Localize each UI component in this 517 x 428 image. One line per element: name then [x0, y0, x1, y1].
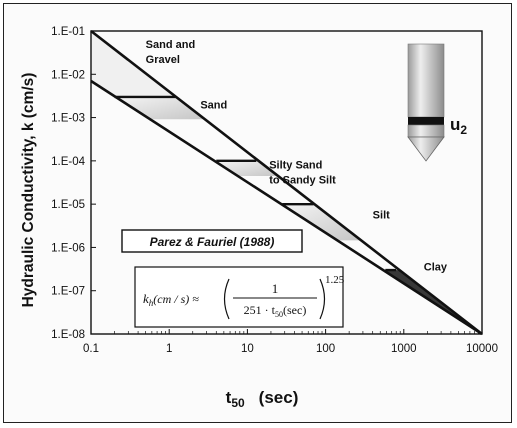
y-tick-labels: 1.E-01 1.E-02 1.E-03 1.E-04 1.E-05 1.E-06 1.E-…	[51, 26, 85, 341]
source-label: Parez & Fauriel (1988)	[150, 235, 275, 249]
y-tick-label-0: 1.E-01	[51, 26, 85, 38]
x-axis-title-unit: (sec)	[259, 388, 299, 407]
equation-exponent: 1.25	[325, 274, 345, 286]
equation-box: kh(cm / s) ≈ 1 251 · t50(sec) 1.25	[134, 266, 345, 328]
zone-label-0: Sand and	[146, 39, 196, 51]
axis-ticks	[90, 30, 483, 335]
chart-frame: 0.1 1 10 100 1000 10000 1.E-01 1.E-02 1.E-03 1.E…	[3, 3, 512, 423]
y-tick-label-1: 1.E-02	[51, 69, 85, 81]
zone-annotations: Sand and Gravel Sand Silty Sand to Sandy Sil…	[146, 39, 448, 273]
x-tick-label-2: 10	[241, 343, 254, 355]
x-tick-label-3: 100	[316, 343, 335, 355]
x-tick-label-5: 10000	[466, 343, 498, 355]
x-tick-labels: 0.1 1 10 100 1000 10000	[83, 343, 498, 355]
probe-label: u2	[450, 115, 467, 137]
chart-svg: 0.1 1 10 100 1000 10000 1.E-011.E-021.E-031.E…	[20, 26, 498, 410]
x-axis-title: t50 (sec)	[226, 388, 299, 410]
piezocone-probe-icon: u2	[407, 43, 467, 162]
y-tick-label-2: 1.E-03	[51, 113, 85, 125]
x-tick-label-1: 1	[166, 343, 172, 355]
equation-lhs: kh(cm / s) ≈	[143, 291, 199, 308]
y-axis-title: Hydraulic Conductivity, k (cm/s)	[20, 73, 37, 308]
y-tick-label-7: 1.E-08	[51, 329, 85, 341]
plot-area	[90, 30, 483, 335]
y-tick-label-6: 1.E-07	[51, 286, 85, 298]
x-axis-title-sub: 50	[231, 396, 245, 410]
x-tick-label-0: 0.1	[83, 343, 99, 355]
equation-numerator: 1	[272, 281, 279, 296]
x-axis-title-main: t	[226, 388, 232, 407]
zone-label-5: Silt	[373, 209, 390, 221]
source-label-box: Parez & Fauriel (1988)	[121, 229, 303, 253]
zone-fill-3	[281, 204, 362, 241]
x-tick-label-4: 1000	[391, 343, 417, 355]
zone-separators	[114, 95, 397, 272]
zone-label-1: Gravel	[146, 54, 180, 66]
series-lines	[90, 29, 483, 336]
zone-label-3: Silty Sand	[269, 160, 322, 172]
zone-label-4: to Sandy Silt	[269, 174, 336, 186]
zone-label-6: Clay	[424, 262, 448, 274]
y-tick-label-3: 1.E-04	[51, 156, 85, 168]
series-line-2	[90, 79, 483, 336]
equation-paren-right	[319, 278, 326, 320]
equation-denominator: 251 · t50(sec)	[244, 303, 307, 319]
series-line-1	[90, 29, 483, 336]
zone-label-2: Sand	[200, 100, 227, 112]
y-tick-label-4: 1.E-05	[51, 199, 85, 211]
equation-paren-left	[223, 278, 230, 320]
y-tick-label-5: 1.E-06	[51, 242, 85, 254]
